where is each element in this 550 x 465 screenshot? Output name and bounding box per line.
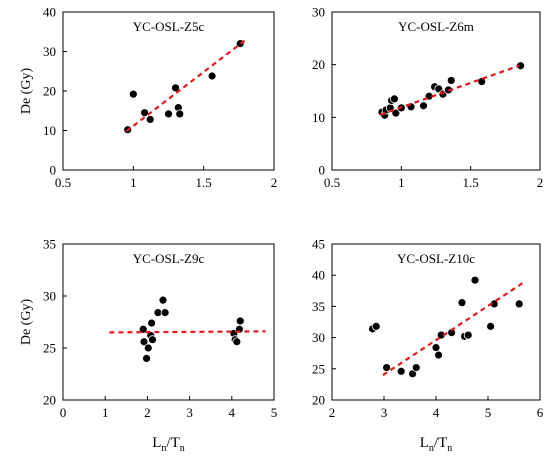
x-tick-label: 3 xyxy=(186,405,193,420)
x-tick-label: 1.5 xyxy=(463,175,479,190)
data-point xyxy=(158,295,168,305)
data-point xyxy=(139,337,149,347)
data-point xyxy=(128,89,138,99)
x-tick-label: 0.5 xyxy=(55,175,71,190)
y-tick-label: 40 xyxy=(312,268,325,283)
fit-line xyxy=(380,64,520,116)
x-axis-label: Ln/Tn xyxy=(420,435,453,454)
y-tick-label: 0 xyxy=(319,163,326,178)
data-point xyxy=(486,321,496,331)
data-point xyxy=(171,83,180,93)
data-point xyxy=(446,76,456,85)
x-tick-label: 1.5 xyxy=(196,175,212,190)
x-tick-label: 0.5 xyxy=(324,175,340,190)
y-tick-label: 20 xyxy=(312,57,325,72)
data-point xyxy=(142,353,151,363)
plot-frame xyxy=(331,11,541,171)
y-tick-label: 45 xyxy=(312,237,325,252)
x-tick-label: 1 xyxy=(398,175,405,190)
data-point xyxy=(457,298,467,308)
y-tick-label: 25 xyxy=(43,341,56,356)
y-tick-label: 20 xyxy=(43,84,56,99)
data-point xyxy=(145,115,155,124)
data-point xyxy=(140,108,149,118)
data-point xyxy=(514,299,524,309)
chart-title: YC-OSL-Z9c xyxy=(133,251,205,266)
y-tick-label: 30 xyxy=(312,330,325,345)
x-tick-label: 2 xyxy=(144,405,151,420)
data-point xyxy=(389,94,399,104)
y-tick-label: 20 xyxy=(43,393,56,408)
x-tick-label: 4 xyxy=(229,405,236,420)
chart-title: YC-OSL-Z5c xyxy=(133,19,205,34)
y-tick-label: 20 xyxy=(312,393,325,408)
data-point xyxy=(382,363,392,372)
x-tick-label: 1 xyxy=(102,405,109,420)
x-tick-label: 5 xyxy=(485,405,492,420)
fit-line xyxy=(125,38,247,133)
data-point xyxy=(431,343,441,352)
panel-yc-osl-z5c: 0 10 20 30 40 0.5 1 1.5 2 YC-OSL-Z5c De (Gy) xyxy=(19,5,277,191)
x-tick-label: 0 xyxy=(60,405,67,420)
y-tick-label: 30 xyxy=(43,289,56,304)
data-point xyxy=(164,109,173,119)
fit-line xyxy=(382,281,524,376)
x-tick-label: 3 xyxy=(381,405,388,420)
y-tick-label: 10 xyxy=(43,123,56,138)
x-tick-label: 1 xyxy=(130,175,137,190)
x-tick-label: 2 xyxy=(329,405,336,420)
y-axis-label: De (Gy) xyxy=(19,299,34,346)
data-point xyxy=(463,330,473,340)
chart-title: YC-OSL-Z6m xyxy=(398,19,474,34)
data-point xyxy=(232,337,242,347)
data-point xyxy=(396,366,406,376)
y-tick-label: 0 xyxy=(50,163,57,178)
x-tick-label: 2 xyxy=(271,175,278,190)
data-point xyxy=(235,316,245,326)
chart-title: YC-OSL-Z10c xyxy=(397,251,475,266)
y-tick-label: 30 xyxy=(43,44,56,59)
x-tick-label: 5 xyxy=(271,405,278,420)
x-tick-label: 6 xyxy=(537,405,544,420)
data-point xyxy=(411,363,421,372)
plot-frame xyxy=(62,11,275,171)
panel-yc-osl-z9c: 20 25 30 35 0 1 2 3 4 5 YC-OSL-Z9c De (Gy) Ln/Tn xyxy=(19,237,277,455)
y-axis-label: De (Gy) xyxy=(19,68,34,115)
y-tick-label: 40 xyxy=(43,5,56,20)
data-point xyxy=(470,275,480,285)
x-tick-label: 2 xyxy=(537,175,544,190)
data-point xyxy=(419,101,428,111)
data-point xyxy=(207,71,217,81)
y-tick-label: 10 xyxy=(312,110,325,125)
data-point xyxy=(434,350,444,360)
data-point xyxy=(175,109,185,119)
data-point xyxy=(143,343,153,353)
data-point xyxy=(371,321,381,331)
y-tick-label: 25 xyxy=(312,361,325,376)
data-point xyxy=(148,335,157,345)
data-point xyxy=(160,308,170,318)
x-axis-label: Ln/Tn xyxy=(152,435,185,454)
x-tick-label: 4 xyxy=(433,405,440,420)
y-tick-label: 35 xyxy=(312,299,325,314)
y-tick-label: 30 xyxy=(312,5,325,20)
plot-frame xyxy=(62,243,275,401)
y-tick-label: 35 xyxy=(43,237,56,252)
plot-frame xyxy=(331,243,541,401)
data-point xyxy=(147,318,157,328)
fit-line xyxy=(109,330,266,334)
panel-yc-osl-z6m: 0 10 20 30 0.5 1 1.5 2 YC-OSL-Z6m xyxy=(312,5,543,191)
